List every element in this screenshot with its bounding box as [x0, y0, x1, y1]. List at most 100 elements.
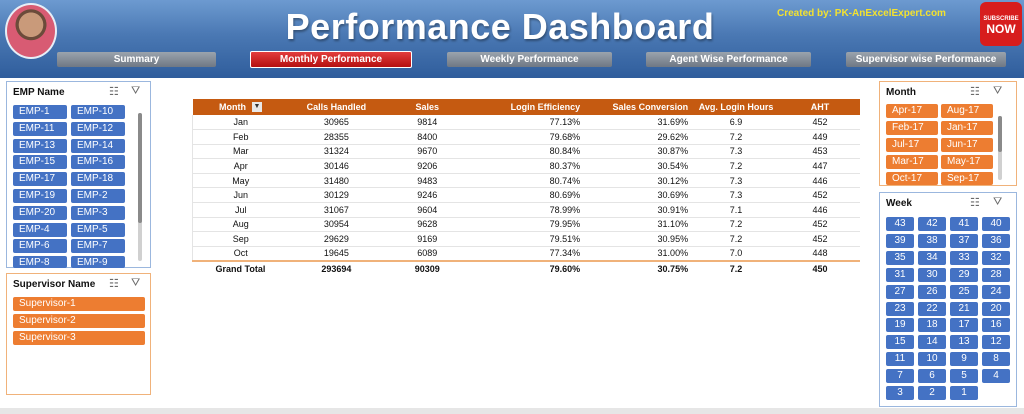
emp-slicer-item[interactable]: EMP-15: [13, 155, 67, 170]
week-slicer-item[interactable]: 7: [886, 369, 914, 384]
emp-slicer-item[interactable]: EMP-12: [71, 121, 125, 136]
week-slicer-item[interactable]: 40: [982, 217, 1010, 231]
week-slicer-item[interactable]: 37: [950, 233, 978, 248]
tab-summary[interactable]: Summary: [57, 52, 216, 67]
week-slicer-item[interactable]: 38: [918, 233, 946, 248]
multi-select-icon[interactable]: ☷: [970, 86, 980, 98]
week-slicer-item[interactable]: 16: [982, 318, 1010, 333]
emp-scrollbar[interactable]: [138, 113, 142, 261]
week-slicer-item[interactable]: 28: [982, 267, 1010, 282]
week-slicer-item[interactable]: 41: [950, 217, 978, 231]
week-slicer-item[interactable]: 11: [886, 352, 914, 367]
emp-slicer-item[interactable]: EMP-2: [71, 189, 125, 203]
week-slicer-item[interactable]: 25: [950, 284, 978, 299]
clear-filter-icon[interactable]: ⛛: [131, 277, 141, 289]
month-slicer-item[interactable]: Apr-17: [886, 104, 938, 118]
week-slicer-item[interactable]: 23: [886, 301, 914, 316]
week-slicer-item[interactable]: 20: [982, 301, 1010, 316]
week-slicer-item[interactable]: 21: [950, 301, 978, 316]
multi-select-icon[interactable]: ☷: [109, 86, 119, 98]
emp-slicer-item[interactable]: EMP-11: [13, 121, 67, 136]
emp-slicer-item[interactable]: EMP-14: [71, 138, 125, 153]
emp-slicer-item[interactable]: EMP-13: [13, 138, 67, 153]
cell-sales-conversion: 30.69%: [584, 187, 693, 204]
week-slicer-item[interactable]: 14: [918, 335, 946, 350]
week-slicer-item[interactable]: 30: [918, 267, 946, 282]
emp-slicer-item[interactable]: EMP-10: [71, 105, 125, 119]
week-slicer-item[interactable]: 13: [950, 335, 978, 350]
week-slicer-item[interactable]: 39: [886, 233, 914, 248]
emp-slicer-item[interactable]: EMP-19: [13, 189, 67, 203]
emp-slicer-item[interactable]: EMP-8: [13, 256, 67, 268]
week-slicer-item[interactable]: 15: [886, 335, 914, 350]
clear-filter-icon[interactable]: ⛛: [993, 196, 1003, 208]
tab-weekly-performance[interactable]: Weekly Performance: [447, 52, 612, 67]
month-scroll-thumb[interactable]: [998, 116, 1002, 152]
month-slicer-item[interactable]: Jul-17: [886, 138, 938, 152]
week-slicer-item[interactable]: 42: [918, 217, 946, 231]
week-slicer-item[interactable]: 26: [918, 284, 946, 299]
week-slicer-item[interactable]: 34: [918, 250, 946, 265]
month-slicer-item[interactable]: Aug-17: [941, 104, 993, 118]
week-slicer-item[interactable]: 27: [886, 284, 914, 299]
week-slicer-item[interactable]: 10: [918, 352, 946, 367]
tab-supervisor-wise-performance[interactable]: Supervisor wise Performance: [846, 52, 1006, 67]
month-slicer-item[interactable]: Jan-17: [941, 121, 993, 135]
week-slicer-item[interactable]: 36: [982, 233, 1010, 248]
week-slicer-item[interactable]: 2: [918, 386, 946, 400]
week-slicer-item[interactable]: 1: [950, 386, 978, 400]
tab-monthly-performance[interactable]: Monthly Performance: [250, 51, 412, 68]
multi-select-icon[interactable]: ☷: [109, 278, 119, 290]
week-slicer-item[interactable]: 18: [918, 318, 946, 333]
multi-select-icon[interactable]: ☷: [970, 197, 980, 209]
emp-slicer-item[interactable]: EMP-4: [13, 222, 67, 237]
week-slicer-item[interactable]: 3: [886, 386, 914, 400]
emp-slicer-item[interactable]: EMP-7: [71, 239, 125, 254]
emp-slicer-item[interactable]: EMP-9: [71, 256, 125, 268]
week-slicer-item[interactable]: 4: [982, 369, 1010, 384]
week-slicer-item[interactable]: 33: [950, 250, 978, 265]
week-slicer-item[interactable]: 5: [950, 369, 978, 384]
week-slicer-item[interactable]: 29: [950, 267, 978, 282]
week-slicer-item[interactable]: 6: [918, 369, 946, 384]
week-slicer-item[interactable]: 32: [982, 250, 1010, 265]
dropdown-arrow-icon[interactable]: ▼: [251, 102, 262, 113]
column-header-month[interactable]: Month ▼: [192, 99, 289, 115]
emp-slicer-item[interactable]: EMP-18: [71, 172, 125, 187]
supervisor-slicer-item[interactable]: Supervisor-2: [13, 313, 145, 328]
emp-slicer-item[interactable]: EMP-3: [71, 205, 125, 220]
subscribe-badge[interactable]: SUBSCRIBE NOW: [980, 2, 1022, 46]
clear-filter-icon[interactable]: ⛛: [131, 85, 141, 97]
month-slicer-item[interactable]: Feb-17: [886, 121, 938, 135]
week-slicer-item[interactable]: 17: [950, 318, 978, 333]
tab-agent-wise-performance[interactable]: Agent Wise Performance: [646, 52, 811, 67]
supervisor-slicer-item[interactable]: Supervisor-3: [13, 330, 145, 345]
emp-slicer-item[interactable]: EMP-17: [13, 172, 67, 187]
emp-slicer-item[interactable]: EMP-16: [71, 155, 125, 170]
emp-slicer-item[interactable]: EMP-5: [71, 222, 125, 237]
month-slicer-item[interactable]: Sep-17: [941, 172, 993, 185]
week-slicer-item[interactable]: 22: [918, 301, 946, 316]
week-slicer-item[interactable]: 31: [886, 267, 914, 282]
emp-slicer-item[interactable]: EMP-6: [13, 239, 67, 254]
week-slicer-item[interactable]: 9: [950, 352, 978, 367]
clear-filter-icon[interactable]: ⛛: [993, 85, 1003, 97]
emp-scroll-thumb[interactable]: [138, 113, 142, 223]
month-scrollbar[interactable]: [998, 116, 1002, 180]
cell-aht: 446: [780, 173, 860, 189]
month-slicer-item[interactable]: May-17: [941, 155, 993, 169]
emp-slicer-item[interactable]: EMP-20: [13, 205, 67, 220]
week-slicer-item[interactable]: 35: [886, 250, 914, 265]
emp-slicer-item[interactable]: EMP-1: [13, 105, 67, 119]
week-slicer-item[interactable]: 19: [886, 318, 914, 333]
week-slicer-item[interactable]: 24: [982, 284, 1010, 299]
supervisor-slicer-item[interactable]: Supervisor-1: [13, 297, 145, 311]
week-slicer-item[interactable]: 12: [982, 335, 1010, 350]
month-slicer-item[interactable]: Mar-17: [886, 155, 938, 169]
week-slicer-item[interactable]: 43: [886, 217, 914, 231]
week-slicer-item[interactable]: 8: [982, 352, 1010, 367]
month-slicer-item[interactable]: Oct-17: [886, 172, 938, 185]
month-slicer-item[interactable]: Jun-17: [941, 138, 993, 152]
credit-text[interactable]: Created by: PK-AnExcelExpert.com: [777, 8, 946, 19]
cell-login-efficiency: 79.68%: [470, 129, 585, 145]
